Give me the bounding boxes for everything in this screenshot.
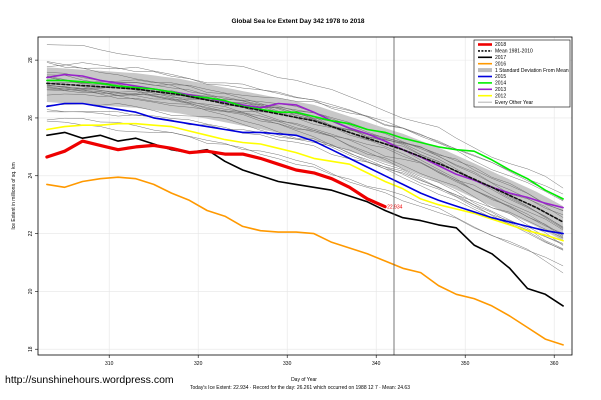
y-tick-label: 22 — [28, 231, 34, 237]
legend-label: 2017 — [495, 55, 506, 61]
legend-swatch — [478, 68, 492, 73]
every-other-year-line — [46, 120, 564, 267]
legend-label: 2013 — [495, 87, 506, 93]
y-tick-label: 24 — [28, 173, 34, 179]
series-line-2016 — [46, 176, 564, 346]
every-other-year-line — [46, 111, 564, 250]
axis-ticks: 310 320 330 340 350 360 18 20 22 24 26 28 — [28, 57, 559, 367]
y-tick-label: 26 — [28, 115, 34, 121]
series-line-2013 — [46, 73, 564, 209]
legend-label: 1 Standard Deviation From Mean — [495, 68, 569, 74]
y-axis-label: Ice Extent in millions of sq. km — [11, 162, 17, 229]
x-tick-label: 340 — [372, 361, 381, 367]
every-other-year-line — [46, 71, 564, 246]
y-tick-label: 28 — [28, 57, 34, 63]
y-tick-label: 18 — [28, 346, 34, 352]
series-line-2012 — [46, 122, 564, 242]
chart-title: Global Sea Ice Extent Day 342 1978 to 20… — [232, 18, 365, 25]
series-line-2017 — [46, 131, 564, 307]
every-other-year-line — [46, 93, 564, 236]
every-other-year-line — [46, 89, 564, 238]
series-line-mean-1981-2010 — [46, 82, 564, 223]
std-dev-band — [46, 67, 564, 241]
every-other-year-line — [46, 85, 564, 244]
series-line-2014 — [46, 79, 564, 200]
every-other-year-line — [46, 62, 564, 201]
x-tick-label: 310 — [105, 361, 114, 367]
series-layer — [45, 73, 564, 346]
every-other-year-line — [46, 117, 564, 274]
legend-label: 2014 — [495, 81, 506, 87]
plot-frame — [37, 36, 573, 356]
legend-label: Mean 1981-2010 — [495, 49, 533, 55]
footer-stats: Today's Ice Extent: 22.934 · Record for … — [190, 385, 410, 391]
legend-label: 2012 — [495, 93, 506, 99]
every-other-year-line — [46, 74, 564, 251]
series-line-2015 — [46, 102, 564, 235]
every-other-year-lines — [46, 44, 564, 274]
every-other-year-line — [46, 86, 564, 231]
every-other-year-line — [46, 44, 564, 189]
y-tick-label: 20 — [28, 288, 34, 294]
legend-label: 2018 — [495, 42, 506, 48]
legend-label: 2016 — [495, 61, 506, 67]
x-tick-label: 350 — [461, 361, 470, 367]
std-dev-band-shape — [46, 67, 564, 241]
watermark-url[interactable]: http://sunshinehours.wordpress.com — [5, 374, 174, 386]
every-other-year-line — [46, 86, 564, 212]
x-tick-label: 320 — [194, 361, 203, 367]
x-axis-label: Day of Year — [291, 377, 317, 383]
series-line-2018 — [45, 139, 387, 209]
legend-label: 2015 — [495, 74, 506, 80]
x-tick-label: 360 — [550, 361, 559, 367]
x-tick-label: 330 — [283, 361, 292, 367]
current-extent-annotation: 22.934 — [387, 205, 403, 211]
legend-label: Every Other Year — [495, 100, 533, 106]
